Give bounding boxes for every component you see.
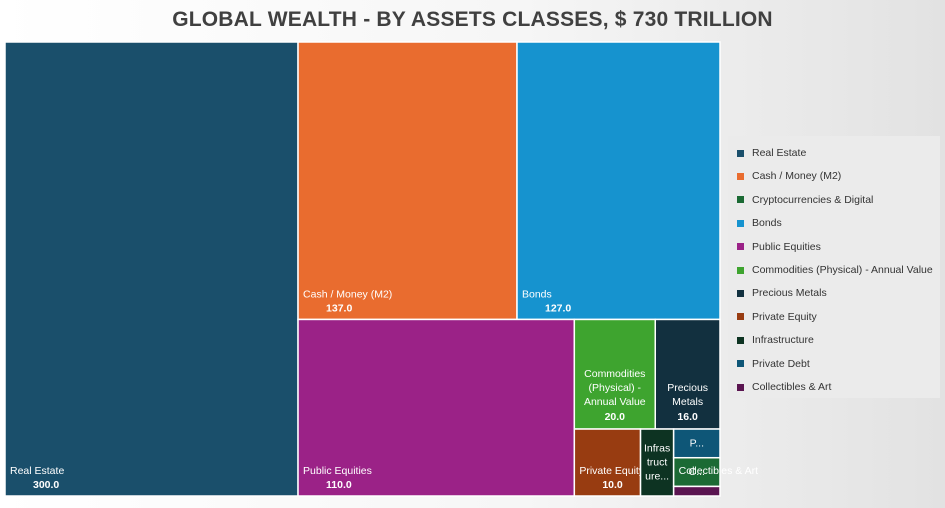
legend-swatch <box>737 383 744 391</box>
legend-swatch <box>737 289 744 297</box>
tile-label-precious-metals: Precious <box>667 382 708 394</box>
tile-label-infrastructure: Infras <box>644 443 670 455</box>
legend-item-cash-money-m2[interactable]: Cash / Money (M2) <box>737 168 841 184</box>
legend-label: Collectibles & Art <box>752 381 832 393</box>
legend-swatch <box>737 149 744 157</box>
legend-label: Cash / Money (M2) <box>752 170 842 183</box>
legend-swatch <box>737 336 744 344</box>
tile-label-commodities-physical-annual-value: Commodities <box>584 368 645 380</box>
tile-label-cryptocurrencies-digital: C... <box>689 466 705 478</box>
tile-value-precious-metals: 16.0 <box>677 411 698 423</box>
tile-cash-money-m2[interactable] <box>297 41 518 321</box>
legend-label: Public Equities <box>752 240 821 253</box>
legend-item-infrastructure[interactable]: Infrastructure <box>737 332 814 348</box>
tile-label-public-equities: Public Equities <box>303 465 372 477</box>
tile-bonds[interactable] <box>516 41 721 321</box>
legend-swatch <box>737 172 744 180</box>
legend-item-commodities-physical-annual-value[interactable]: Commodities (Physical) - Annual Value <box>737 262 933 278</box>
legend: Real Estate Cash / Money (M2) Cryptocurren… <box>728 136 940 398</box>
tile-value-cash-money-m2: 137.0 <box>326 302 352 314</box>
tile-label-real-estate: Real Estate <box>10 465 64 477</box>
legend-swatch <box>737 243 744 251</box>
tile-label-private-equity: Private Equity <box>579 465 645 477</box>
legend-label: Real Estate <box>752 147 807 159</box>
legend-label: Commodities (Physical) - Annual Value <box>752 264 933 276</box>
legend-swatch <box>737 360 744 368</box>
legend-item-bonds[interactable]: Bonds <box>737 215 782 231</box>
tile-value-real-estate: 300.0 <box>33 479 59 491</box>
tile-public-equities[interactable] <box>297 318 576 497</box>
legend-swatch <box>737 266 744 274</box>
legend-item-real-estate[interactable]: Real Estate <box>737 145 806 161</box>
legend-label: Private Debt <box>752 357 810 370</box>
legend-label: Bonds <box>752 217 782 230</box>
tile-label-infrastructure: ure... <box>645 471 669 483</box>
legend-label: Infrastructure <box>752 334 814 347</box>
legend-swatch <box>737 219 744 227</box>
legend-label: Precious Metals <box>752 287 827 300</box>
legend-item-private-debt[interactable]: Private Debt <box>737 356 810 372</box>
tile-collectibles-art[interactable] <box>672 485 721 497</box>
tile-label-collectibles-art: Collectibles & Art <box>679 465 758 477</box>
legend-swatch <box>737 313 744 321</box>
legend-item-cryptocurrencies-digital[interactable]: Cryptocurrencies & Digital <box>737 192 873 208</box>
legend-label: Cryptocurrencies & Digital <box>752 193 874 206</box>
tile-value-private-equity: 10.0 <box>602 479 623 491</box>
legend-item-precious-metals[interactable]: Precious Metals <box>737 285 827 301</box>
tile-label-commodities-physical-annual-value: (Physical) - <box>589 382 642 394</box>
legend-swatch <box>737 196 744 204</box>
legend-item-public-equities[interactable]: Public Equities <box>737 239 821 255</box>
tile-label-cash-money-m2: Cash / Money (M2) <box>303 288 392 300</box>
legend-item-private-equity[interactable]: Private Equity <box>737 309 817 325</box>
tile-private-debt[interactable] <box>672 428 721 459</box>
tile-label-precious-metals: Metals <box>672 396 703 408</box>
tile-real-estate[interactable] <box>4 41 299 497</box>
legend-item-collectibles-art[interactable]: Collectibles & Art <box>737 379 831 395</box>
tile-label-private-debt: P... <box>690 437 704 449</box>
legend-label: Private Equity <box>752 310 817 323</box>
tile-cryptocurrencies-digital[interactable] <box>672 456 721 488</box>
tile-precious-metals[interactable] <box>654 318 721 430</box>
chart-title: GLOBAL WEALTH - BY ASSETS CLASSES, $ 730… <box>172 8 773 31</box>
tile-value-commodities-physical-annual-value: 20.0 <box>605 411 626 423</box>
tile-label-commodities-physical-annual-value: Annual Value <box>584 396 646 408</box>
tile-label-infrastructure: truct <box>647 457 668 469</box>
tile-value-public-equities: 110.0 <box>326 479 352 491</box>
tile-value-bonds: 127.0 <box>545 302 571 314</box>
tile-label-bonds: Bonds <box>522 288 552 300</box>
